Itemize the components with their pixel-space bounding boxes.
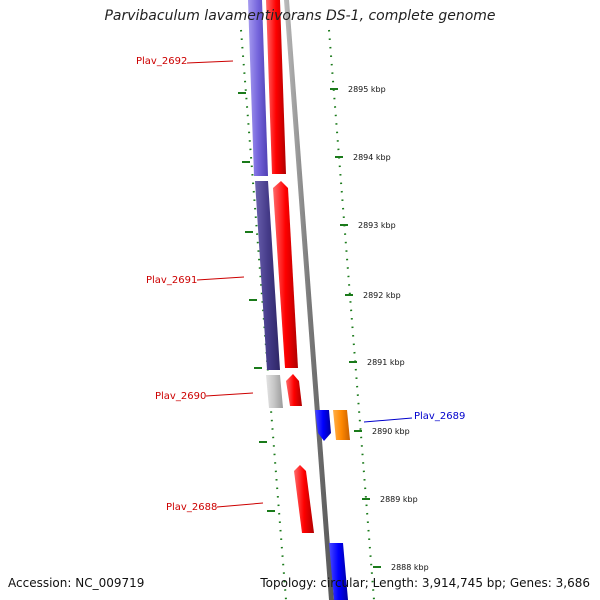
gene-label-plav-2690[interactable]: Plav_2690 (155, 391, 206, 402)
gene-labels: Plav_2692 Plav_2691 Plav_2690 Plav_2689 Plav… (136, 56, 465, 513)
gene-label-leader-line (196, 276, 245, 281)
gene-label-plav-2689[interactable]: Plav_2689 (414, 411, 465, 422)
gene-label-leader-line (363, 417, 413, 423)
gene-label-plav-2692[interactable]: Plav_2692 (136, 56, 187, 67)
scale-tick-label: 2889 kbp (380, 495, 418, 504)
gene-label-leader-line (205, 392, 254, 397)
gene-plav-2690-forward[interactable] (286, 374, 302, 406)
gene-label-plav-2688[interactable]: Plav_2688 (166, 502, 217, 513)
scale-tick-label: 2892 kbp (363, 291, 401, 300)
gene-label-plav-2691[interactable]: Plav_2691 (146, 275, 197, 286)
accession-text: Accession: NC_009719 (8, 576, 145, 590)
gene-forward-middle[interactable] (273, 181, 298, 368)
scale-ticks: 2895 kbp 2894 kbp 2893 kbp 2892 kbp 2891 kbp… (330, 85, 429, 572)
gene-label-leader-line (216, 502, 264, 508)
scale-tick-label: 2893 kbp (358, 221, 396, 230)
scale-tick-label: 2888 kbp (391, 563, 429, 572)
outer-guide-line (328, 29, 375, 600)
gene-plav-2692-reverse[interactable] (248, 0, 268, 176)
scale-tick-label: 2890 kbp (372, 427, 410, 436)
guide-lines (238, 29, 375, 600)
gene-label-leader-line (186, 60, 234, 64)
genome-summary-text: Topology: circular; Length: 3,914,745 bp… (260, 576, 590, 590)
gene-plav-2689-reverse[interactable] (315, 410, 331, 441)
gene-bottom-reverse[interactable] (329, 543, 348, 600)
gene-features (248, 0, 350, 600)
gene-forward-upper[interactable] (266, 0, 286, 174)
scale-tick-label: 2891 kbp (367, 358, 405, 367)
gene-plav-2690-grey[interactable] (266, 375, 283, 408)
genome-title: Parvibaculum lavamentivorans DS-1, compl… (104, 8, 496, 24)
inner-guide-line (240, 29, 287, 600)
gene-plav-2691-reverse[interactable] (255, 181, 280, 370)
gene-plav-2688-forward[interactable] (294, 465, 314, 533)
genome-backbone (284, 0, 334, 600)
scale-tick-label: 2895 kbp (348, 85, 386, 94)
gene-orange[interactable] (333, 410, 350, 440)
scale-tick-label: 2894 kbp (353, 153, 391, 162)
